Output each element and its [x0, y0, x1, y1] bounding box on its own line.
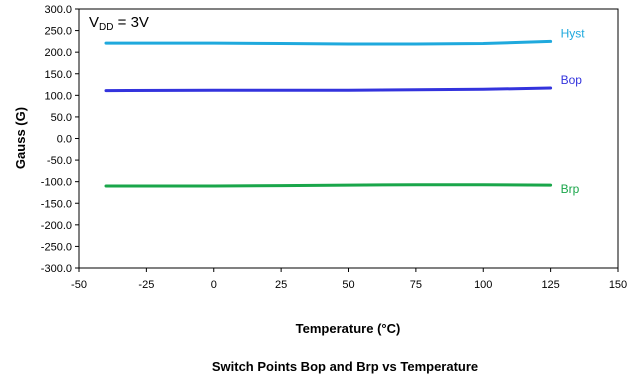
x-tick-label: 25	[275, 279, 287, 291]
y-tick-label: -200.0	[41, 220, 72, 232]
x-tick-label: 0	[211, 279, 217, 291]
y-tick-label: 100.0	[44, 90, 72, 102]
y-tick-label: 50.0	[51, 112, 72, 124]
vdd-value: = 3V	[113, 14, 148, 31]
y-axis-title: Gauss (G)	[13, 107, 28, 169]
x-axis: -50 -25 0 25 50 75 100 125 150	[71, 268, 627, 291]
y-tick-label: -300.0	[41, 263, 72, 275]
series-label-brp: Brp	[561, 182, 580, 196]
y-axis: 300.0 250.0 200.0 150.0 100.0 50.0 0.0 -50.0 -10…	[41, 4, 79, 275]
x-tick-label: -50	[71, 279, 87, 291]
y-tick-label: -100.0	[41, 177, 72, 189]
x-axis-title: Temperature (°C)	[296, 321, 401, 336]
y-tick-label: 250.0	[44, 26, 72, 38]
plot-frame	[78, 8, 619, 269]
series-line-hyst	[104, 39, 553, 46]
y-tick-label: -150.0	[41, 198, 72, 210]
y-tick-label: -50.0	[47, 155, 72, 167]
vdd-subscript: DD	[99, 22, 113, 33]
y-tick-label: 300.0	[44, 4, 72, 16]
series-label-hyst: Hyst	[561, 26, 586, 40]
series-label-bop: Bop	[561, 73, 583, 87]
series-line-brp	[104, 183, 553, 188]
series-line-bop	[104, 86, 553, 93]
x-tick-label: 50	[342, 279, 354, 291]
x-tick-label: 125	[541, 279, 559, 291]
y-tick-label: 0.0	[57, 134, 72, 146]
series-labels: Hyst Bop Brp	[561, 26, 586, 196]
chart-title: Switch Points Bop and Brp vs Temperature	[212, 359, 478, 374]
plot-area: VDD = 3V	[78, 8, 619, 269]
x-tick-label: -25	[138, 279, 154, 291]
y-tick-label: 200.0	[44, 47, 72, 59]
y-tick-label: 150.0	[44, 69, 72, 81]
x-tick-label: 75	[410, 279, 422, 291]
vdd-main: V	[89, 14, 99, 31]
x-tick-label: 150	[609, 279, 627, 291]
x-tick-label: 100	[474, 279, 492, 291]
vdd-annotation: VDD = 3V	[89, 14, 149, 33]
series-layer	[104, 39, 553, 188]
y-tick-label: -250.0	[41, 241, 72, 253]
